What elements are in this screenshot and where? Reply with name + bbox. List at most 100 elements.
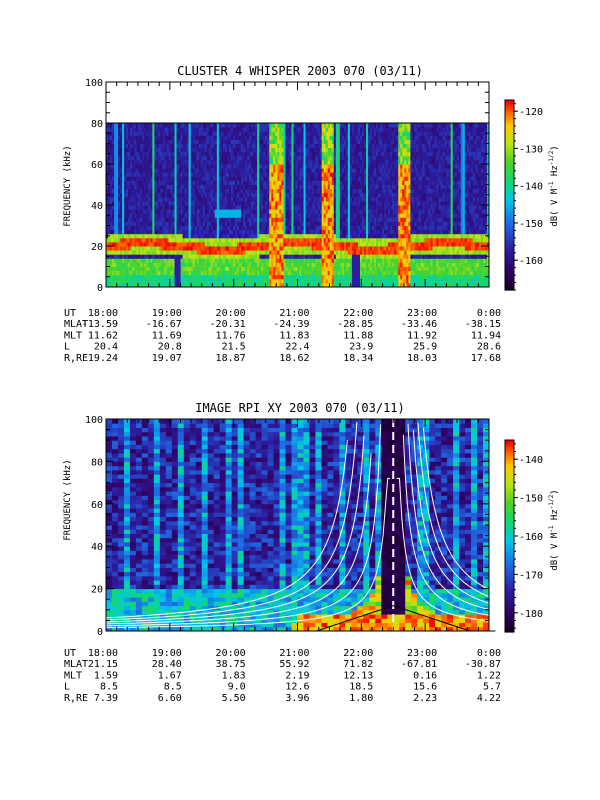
- spectrogram-cell: [293, 217, 296, 222]
- spectrogram-cell: [164, 159, 167, 165]
- spectrogram-cell: [291, 123, 294, 128]
- spectrogram-cell: [301, 135, 305, 140]
- spectrogram-cell: [351, 274, 355, 280]
- spectrogram-cell: [291, 250, 294, 255]
- spectrogram-cell: [289, 143, 292, 149]
- spectrogram-cell: [325, 229, 329, 235]
- spectrogram-cell: [267, 188, 270, 194]
- spectrogram-cell: [162, 262, 165, 267]
- spectrogram-cell: [146, 246, 149, 251]
- spectrogram-cell: [204, 274, 208, 280]
- spectrogram-cell: [341, 131, 345, 136]
- spectrogram-cell: [148, 233, 151, 239]
- spectrogram-cell: [212, 262, 216, 267]
- spectrogram-cell: [299, 246, 303, 251]
- spectrogram-cell: [289, 205, 292, 210]
- spectrogram-cell: [164, 123, 167, 128]
- spectrogram-cell: [222, 127, 226, 132]
- spectrogram-cell: [112, 217, 115, 222]
- spectrogram-cell: [341, 155, 345, 161]
- spectrogram-cell: [271, 176, 274, 181]
- spectrogram-cell: [353, 278, 357, 284]
- spectrogram-cell: [122, 262, 125, 267]
- spectrogram-cell: [305, 254, 309, 259]
- spectrogram-cell: [184, 164, 188, 169]
- spectrogram-cell: [293, 139, 296, 144]
- spectrogram-cell: [154, 213, 157, 218]
- spectrogram-cell: [216, 262, 220, 267]
- spectrogram-cell: [311, 225, 315, 231]
- spectrogram-cell: [218, 164, 222, 169]
- spectrogram-cell: [259, 188, 262, 194]
- spectrogram-cell: [281, 213, 284, 218]
- spectrogram-cell: [180, 123, 184, 128]
- spectrogram-cell: [144, 237, 147, 243]
- spectrogram-cell: [186, 237, 190, 243]
- spectrogram-cell: [172, 241, 176, 247]
- spectrogram-cell: [176, 180, 180, 185]
- spectrogram-cell: [230, 278, 234, 284]
- spectrogram-cell: [224, 155, 228, 161]
- spectrogram-cell: [232, 274, 236, 280]
- spectrogram-cell: [166, 246, 169, 251]
- spectrogram-cell: [142, 221, 145, 226]
- spectrogram-cell: [311, 278, 315, 284]
- spectrogram-cell: [188, 233, 192, 239]
- spectrogram-cell: [337, 250, 341, 255]
- spectrogram-cell: [200, 246, 204, 251]
- spectrogram-cell: [289, 278, 292, 284]
- spectrogram-cell: [331, 229, 335, 235]
- spectrogram-cell: [216, 229, 220, 235]
- spectrogram-cell: [152, 184, 155, 190]
- spectrogram-cell: [172, 176, 176, 181]
- spectrogram-cell: [309, 254, 313, 259]
- spectrogram-cell: [176, 127, 180, 132]
- spectrogram-cell: [108, 168, 111, 173]
- spectrogram-cell: [148, 274, 151, 280]
- spectrogram-cell: [116, 135, 119, 140]
- spectrogram-cell: [235, 135, 238, 140]
- spectrogram-cell: [200, 164, 204, 169]
- spectrogram-cell: [339, 180, 343, 185]
- spectrogram-cell: [118, 127, 121, 132]
- spectrogram-cell: [339, 168, 343, 173]
- spectrogram-cell: [160, 127, 163, 132]
- spectrogram-cell: [164, 155, 167, 161]
- spectrogram-cell: [214, 237, 218, 243]
- spectrogram-cell: [124, 127, 127, 132]
- spectrogram-cell: [232, 168, 236, 173]
- spectrogram-cell: [108, 188, 111, 194]
- spectrogram-cell: [126, 147, 129, 153]
- spectrogram-cell: [339, 192, 343, 198]
- spectrogram-cell: [259, 213, 262, 218]
- spectrogram-cell: [150, 196, 153, 202]
- spectrogram-cell: [327, 266, 331, 272]
- spectrogram-cell: [106, 258, 109, 263]
- spectrogram-cell: [116, 254, 119, 259]
- spectrogram-cell: [311, 192, 315, 198]
- spectrogram-cell: [355, 241, 359, 247]
- spectrogram-cell: [341, 143, 345, 149]
- spectrogram-cell: [172, 266, 176, 272]
- spectrogram-cell: [232, 139, 236, 144]
- spectrogram-cell: [333, 123, 337, 128]
- spectrogram-cell: [146, 180, 149, 185]
- spectrogram-cell: [243, 246, 246, 251]
- spectrogram-cell: [277, 200, 280, 206]
- spectrogram-cell: [343, 282, 347, 288]
- spectrogram-cell: [345, 127, 349, 132]
- spectrogram-cell: [224, 200, 228, 206]
- spectrogram-cell: [337, 221, 341, 226]
- spectrogram-cell: [150, 147, 153, 153]
- spectrogram-cell: [341, 258, 345, 263]
- spectrogram-cell: [283, 217, 286, 222]
- spectrogram-cell: [257, 135, 260, 140]
- spectrogram-cell: [321, 270, 325, 276]
- spectrogram-cell: [224, 241, 228, 247]
- spectrogram-cell: [210, 241, 214, 247]
- spectrogram-cell: [124, 155, 127, 161]
- spectrogram-cell: [281, 192, 284, 198]
- spectrogram-cell: [255, 135, 258, 140]
- spectrogram-cell: [295, 221, 298, 226]
- spectrogram-cell: [315, 282, 319, 288]
